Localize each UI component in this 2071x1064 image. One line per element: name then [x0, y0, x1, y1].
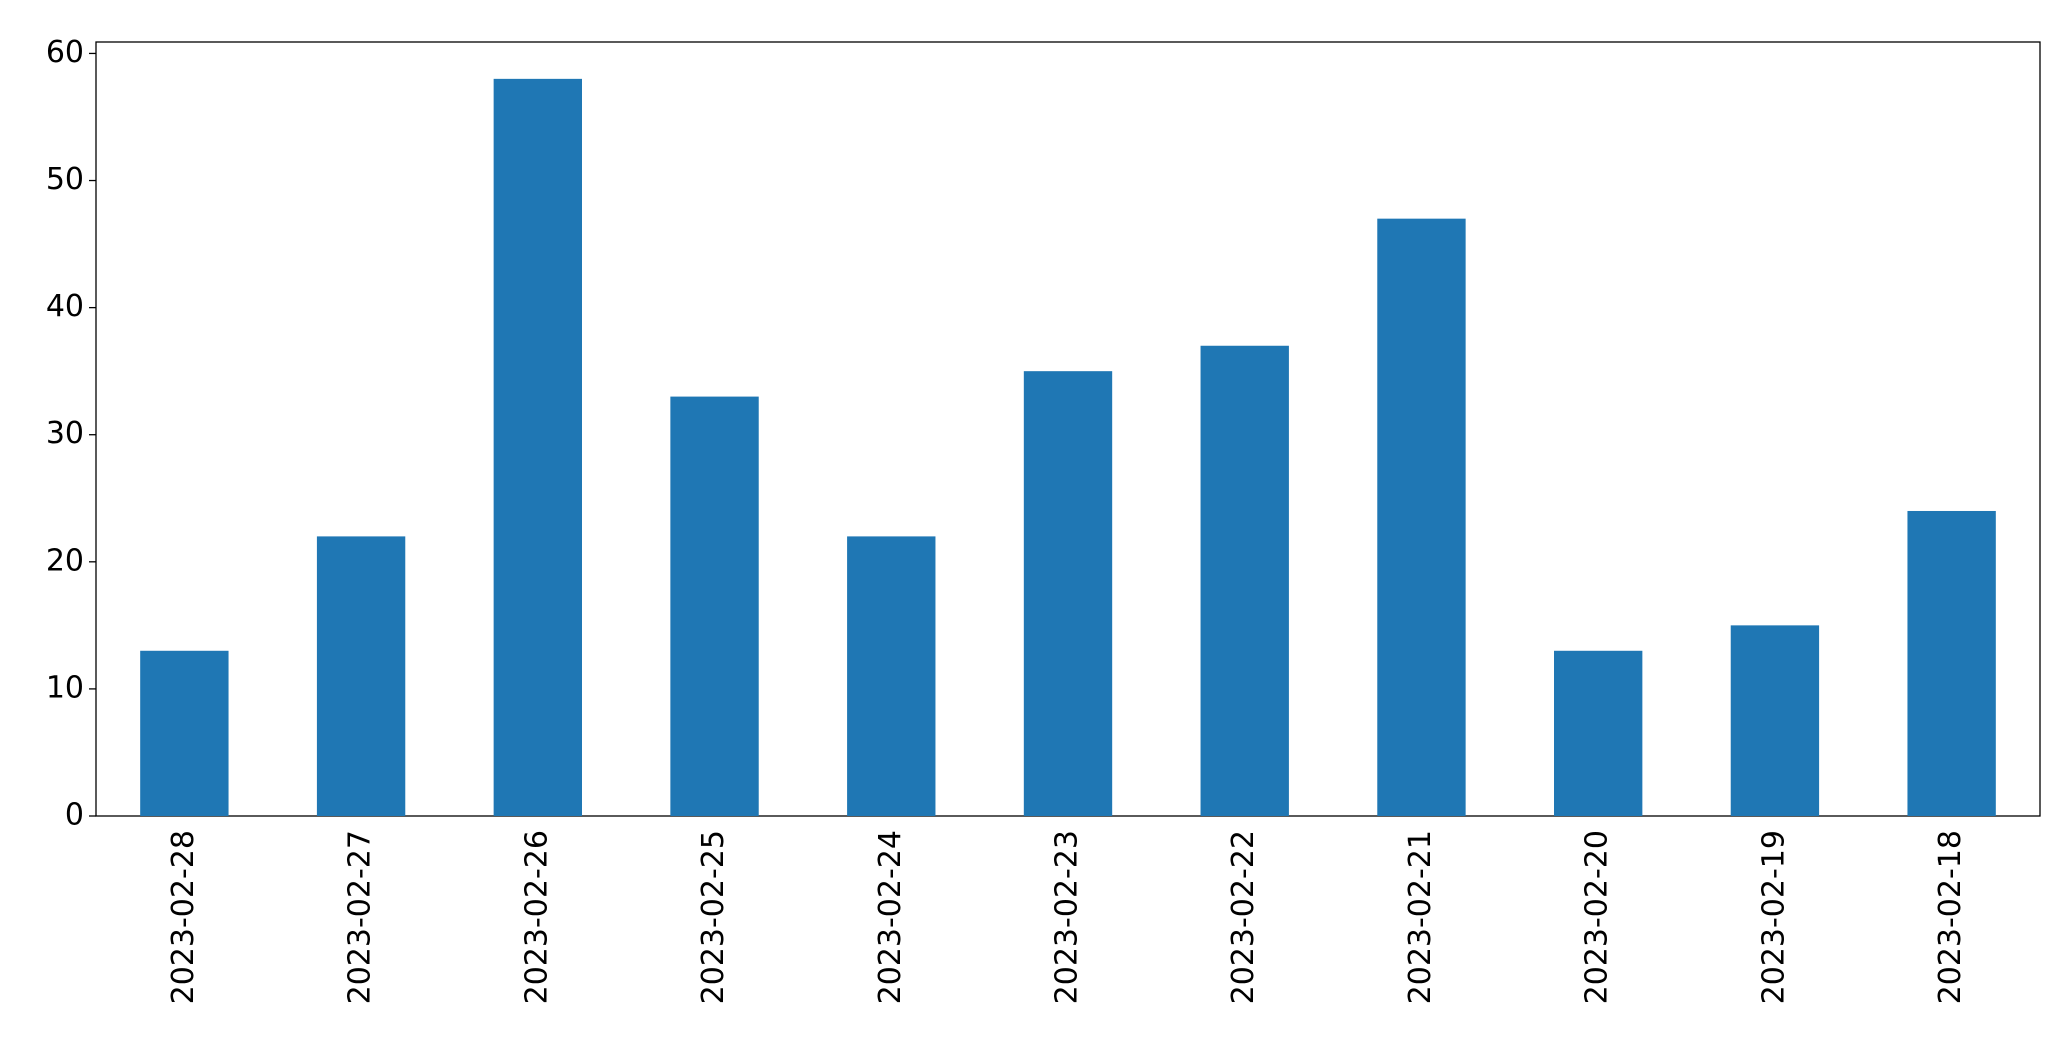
x-tick-label: 2023-02-24	[873, 830, 908, 1004]
y-tick-label: 10	[46, 670, 84, 705]
x-tick-label: 2023-02-22	[1226, 830, 1261, 1004]
x-tick-label: 2023-02-19	[1756, 830, 1791, 1004]
bar	[140, 650, 229, 816]
y-tick-label: 40	[46, 289, 84, 324]
y-tick-label: 0	[65, 798, 84, 833]
x-tick-label: 2023-02-20	[1580, 830, 1615, 1004]
x-tick-label: 2023-02-26	[519, 830, 554, 1004]
y-tick-label: 20	[46, 543, 84, 578]
x-tick-label: 2023-02-27	[343, 830, 378, 1004]
bar	[1023, 371, 1113, 816]
y-tick-label: 50	[46, 162, 84, 197]
bar	[1907, 510, 1996, 816]
x-tick-label: 2023-02-28	[166, 830, 201, 1004]
x-tick-label: 2023-02-23	[1050, 830, 1085, 1004]
bar	[1554, 650, 1643, 816]
bar	[1200, 345, 1289, 816]
x-tick-label: 2023-02-21	[1403, 830, 1438, 1004]
x-tick-label: 2023-02-25	[696, 830, 731, 1004]
bar	[1730, 625, 1820, 816]
x-tick-label: 2023-02-18	[1933, 830, 1968, 1004]
y-tick-label: 60	[46, 35, 84, 70]
bar	[1377, 218, 1466, 816]
bar	[316, 536, 406, 816]
bar	[847, 536, 936, 816]
bar	[670, 396, 759, 816]
y-tick-label: 30	[46, 416, 84, 451]
bar	[493, 78, 582, 817]
